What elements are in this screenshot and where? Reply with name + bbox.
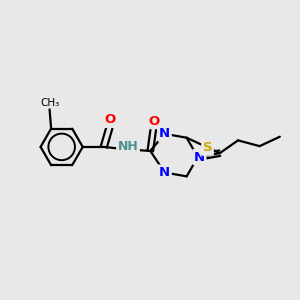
Text: O: O: [104, 113, 115, 126]
Text: S: S: [203, 141, 212, 154]
Text: N: N: [159, 166, 170, 179]
Text: O: O: [148, 115, 159, 128]
Text: NH: NH: [118, 140, 138, 153]
Text: N: N: [159, 127, 170, 140]
Text: CH₃: CH₃: [40, 98, 59, 108]
Text: N: N: [194, 151, 205, 164]
